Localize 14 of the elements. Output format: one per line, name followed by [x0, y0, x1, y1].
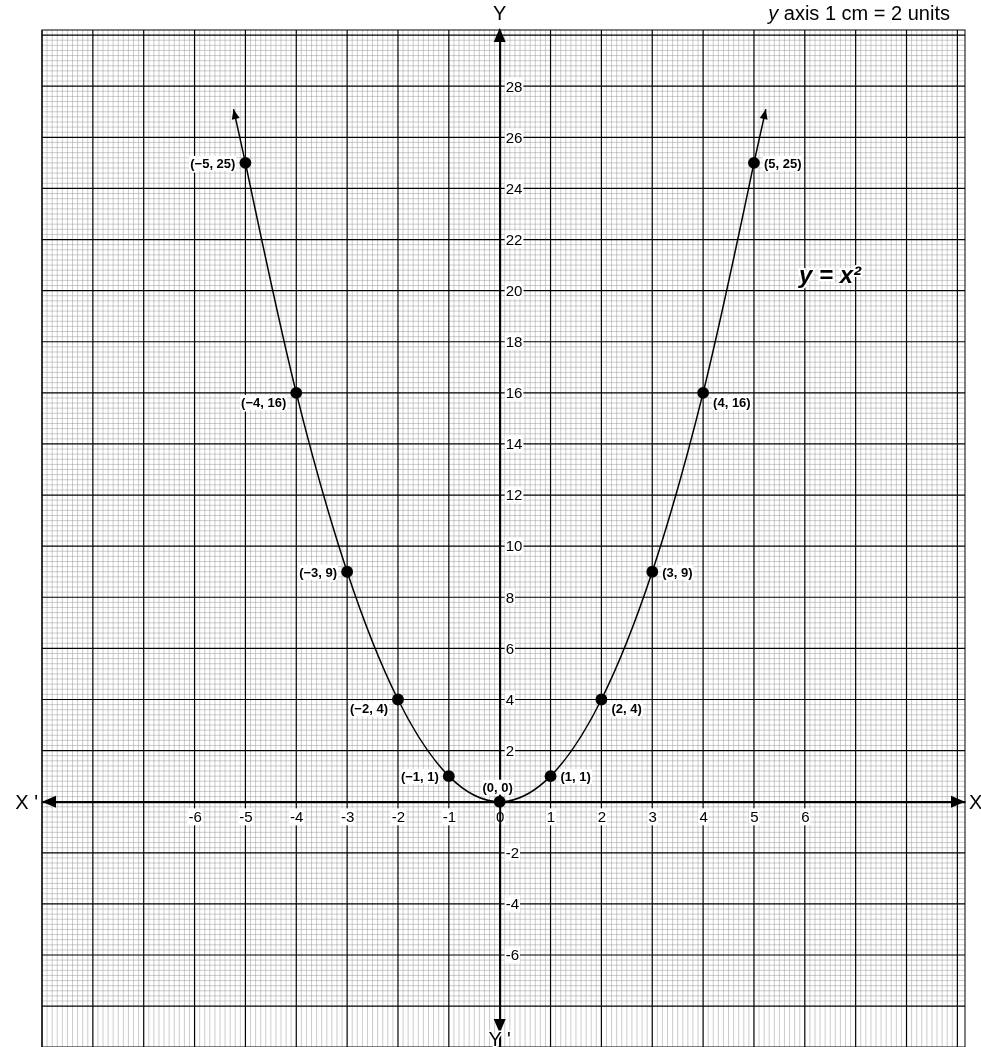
point	[544, 770, 557, 783]
point	[239, 156, 252, 169]
y-axis-title: Y	[493, 2, 507, 24]
point	[595, 693, 608, 706]
point	[646, 565, 659, 578]
text: X '	[15, 790, 38, 813]
chart-title: y axis 1 cm = 2 units	[766, 2, 950, 24]
point	[748, 156, 760, 169]
point	[697, 386, 710, 399]
point	[392, 693, 404, 706]
point	[442, 770, 455, 783]
point	[493, 795, 506, 808]
point	[290, 386, 303, 399]
point	[341, 565, 354, 578]
